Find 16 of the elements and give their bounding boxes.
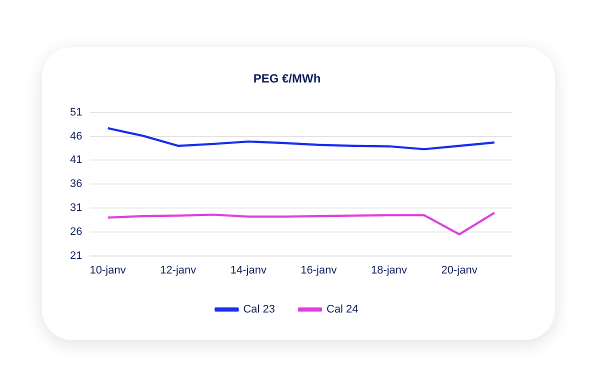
y-tick-label: 51 xyxy=(70,106,82,118)
x-tick-label: 18-janv xyxy=(370,264,408,276)
y-tick-label: 46 xyxy=(70,130,82,142)
y-tick-label: 31 xyxy=(70,202,82,214)
legend-label: Cal 24 xyxy=(326,304,358,316)
x-tick-label: 16-janv xyxy=(300,264,338,276)
x-tick-label: 14-janv xyxy=(230,264,267,276)
x-tick-label: 20-janv xyxy=(441,264,478,276)
x-tick-label: 12-janv xyxy=(160,264,197,276)
legend-label: Cal 23 xyxy=(243,304,275,316)
y-tick-label: 36 xyxy=(70,178,82,190)
y-tick-label: 21 xyxy=(70,250,82,262)
y-tick-label: 41 xyxy=(70,154,82,166)
y-tick-label: 26 xyxy=(70,226,82,238)
x-tick-label: 10-janv xyxy=(90,264,126,276)
chart-title: PEG €/MWh xyxy=(253,72,321,86)
